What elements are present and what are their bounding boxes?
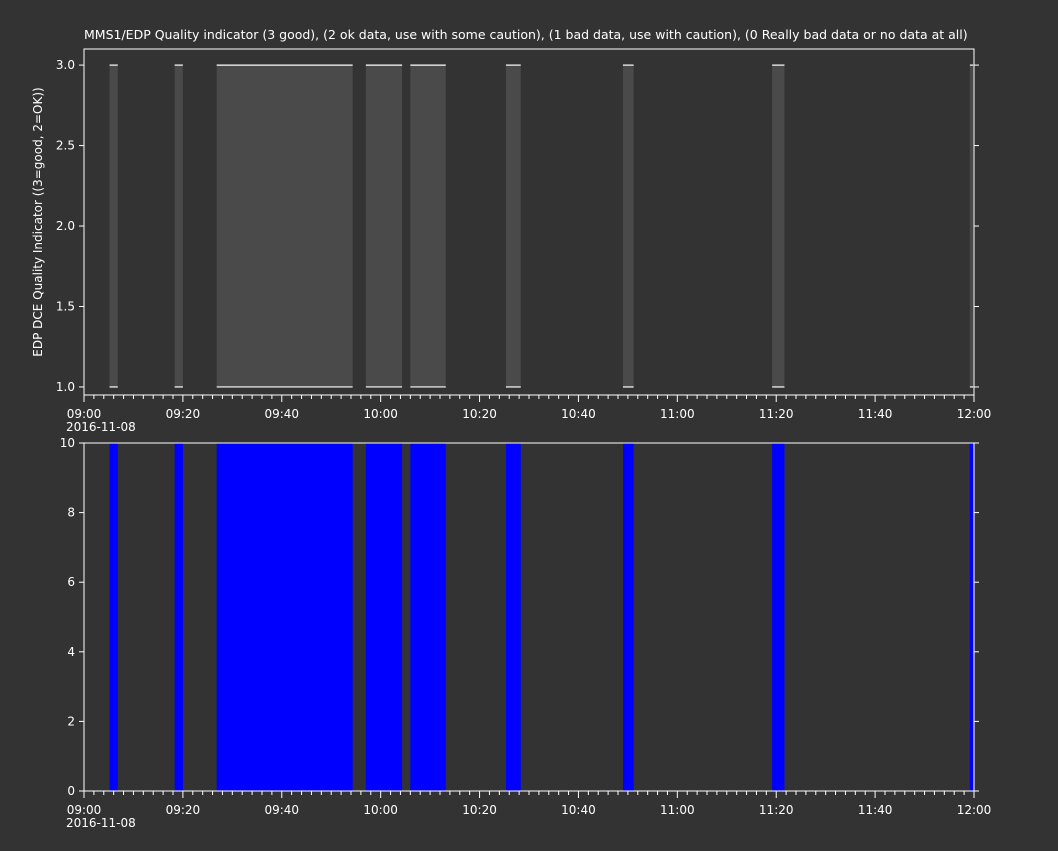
data-bar [174,443,183,791]
x-tick-label: 10:20 [462,803,497,817]
chart-title: MMS1/EDP Quality indicator (3 good), (2 … [84,27,968,42]
y-tick-label: 10 [60,436,75,450]
data-bar [622,443,634,791]
data-bar [365,65,403,387]
x-tick-label: 11:40 [858,407,893,421]
x-tick-label: 09:20 [166,407,201,421]
y-tick-label: 3.0 [56,58,75,72]
x-tick-label: 10:00 [363,803,398,817]
data-bar [410,443,446,791]
y-tick-label: 0 [67,784,75,798]
y-tick-label: 1.5 [56,299,75,313]
data-bar [772,443,785,791]
x-tick-label: 10:40 [561,803,596,817]
data-bar [216,65,353,387]
x-tick-label: 11:00 [660,803,695,817]
x-tick-label: 10:00 [363,407,398,421]
data-bar [109,443,118,791]
x-tick-label: 09:00 [67,407,102,421]
x-tick-label: 09:40 [264,407,299,421]
x-tick-label: 11:20 [759,803,794,817]
x-tick-label: 10:40 [561,407,596,421]
y-tick-label: 4 [67,645,75,659]
x-tick-label: 10:20 [462,407,497,421]
x-tick-label: 09:00 [67,803,102,817]
y-tick-label: 2.0 [56,219,75,233]
x-tick-label: 11:40 [858,803,893,817]
data-bar [772,65,785,387]
x-date-label: 2016-11-08 [66,420,136,434]
data-bar [505,443,521,791]
x-date-label: 2016-11-08 [66,816,136,830]
x-tick-label: 12:00 [957,803,992,817]
x-tick-label: 09:40 [264,803,299,817]
data-bar [174,65,183,387]
y-tick-label: 2.5 [56,139,75,153]
y-tick-label: 6 [67,575,75,589]
data-bar [410,65,446,387]
data-bar [969,443,974,791]
panel-2: 0 2 4 6 8 10 09:00 09:20 09:40 10:00 10:20 10:40 11:… [60,436,992,830]
x-tick-label: 11:20 [759,407,794,421]
y-tick-label: 1.0 [56,380,75,394]
data-bar [969,65,974,387]
y-tick-label: 8 [67,506,75,520]
panel-1: MMS1/EDP Quality indicator (3 good), (2 … [31,27,991,434]
x-tick-label: 09:20 [166,803,201,817]
x-tick-label: 12:00 [957,407,992,421]
data-bar [505,65,521,387]
data-bar [622,65,634,387]
data-bar [216,443,353,791]
y-tick-label: 2 [67,714,75,728]
data-bar [365,443,403,791]
y-axis-label: EDP DCE Quality Indicator ((3=good, 2=OK… [31,87,45,356]
x-tick-label: 11:00 [660,407,695,421]
data-bar [109,65,118,387]
